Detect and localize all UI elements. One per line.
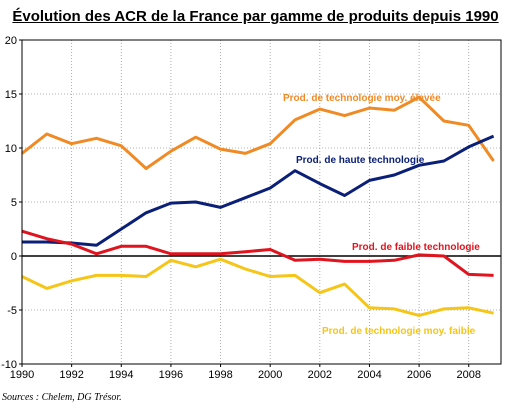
x-tick-label: 1998 [208, 369, 232, 381]
x-tick-label: 2002 [308, 369, 332, 381]
chart-title: Évolution des ACR de la France par gamme… [12, 8, 499, 25]
y-tick-label: 20 [5, 35, 17, 47]
x-tick-label: 1996 [159, 369, 183, 381]
y-tick-label: 15 [5, 89, 17, 101]
series-label-1: Prod. de haute technologie [296, 155, 425, 166]
source-note: Sources : Chelem, DG Trésor. [2, 392, 122, 403]
series-line-2 [21, 229, 494, 277]
y-tick-label: -5 [7, 305, 17, 317]
x-tick-label: 2004 [357, 369, 381, 381]
x-tick-label: 1992 [59, 369, 83, 381]
x-tick-label: 2006 [407, 369, 431, 381]
x-tick-label: 2000 [258, 369, 282, 381]
series-line-3 [21, 257, 494, 317]
y-tick-label: 5 [11, 197, 17, 209]
series-line-0 [21, 95, 495, 170]
series-label-2: Prod. de faible technologie [352, 242, 480, 253]
y-tick-label: -10 [1, 359, 17, 371]
series-label-0: Prod. de technologie moy. élevée [283, 93, 441, 104]
x-tick-label: 1994 [109, 369, 133, 381]
x-tick-label: 1990 [10, 369, 34, 381]
series-line-1 [22, 134, 495, 247]
y-tick-label: 0 [11, 251, 17, 263]
x-tick-label: 2008 [456, 369, 480, 381]
series-label-3: Prod. de technologie moy. faible [322, 326, 476, 337]
y-tick-label: 10 [5, 143, 17, 155]
plot-frame [21, 39, 502, 365]
